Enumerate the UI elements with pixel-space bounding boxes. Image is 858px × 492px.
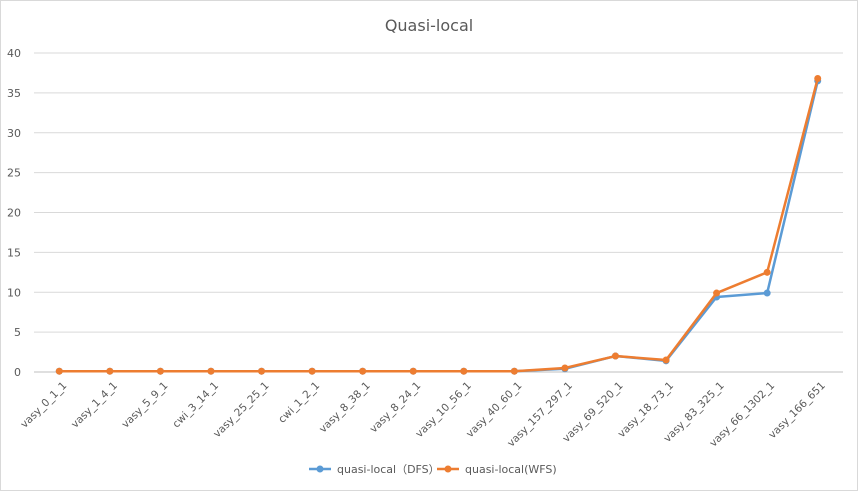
- data-point: [55, 367, 63, 375]
- data-point: [713, 289, 721, 297]
- data-point: [561, 364, 569, 372]
- data-point: [156, 367, 164, 375]
- legend-label: quasi-local(WFS): [465, 463, 557, 476]
- series-dfs: [55, 77, 822, 375]
- legend: quasi-local（DFS） quasi-local(WFS): [309, 463, 557, 476]
- data-point: [207, 367, 215, 375]
- gridlines: [34, 52, 843, 373]
- y-tick-label: 5: [14, 326, 21, 339]
- x-tick-label: vasy_5_9_1: [120, 380, 171, 431]
- y-tick-label: 35: [7, 87, 21, 100]
- series-line: [59, 78, 819, 373]
- x-tick-label: cwi_1_2_1: [276, 380, 322, 426]
- data-point: [308, 367, 316, 375]
- x-tick-label: cwi_3_14_1: [170, 380, 221, 431]
- x-tick-label: vasy_0_1_1: [18, 380, 69, 431]
- data-point: [510, 367, 518, 375]
- data-point: [460, 367, 468, 375]
- y-tick-label: 25: [7, 167, 21, 180]
- x-axis-ticks: vasy_0_1_1 vasy_1_4_1 vasy_5_9_1 cwi_3_14_1…: [18, 380, 827, 450]
- legend-swatch-marker: [316, 465, 324, 473]
- x-tick-label: vasy_8_24_1: [368, 380, 424, 436]
- legend-item: quasi-local（DFS）: [309, 463, 440, 476]
- data-point: [359, 367, 367, 375]
- data-point: [763, 268, 771, 276]
- legend-label: quasi-local（DFS）: [337, 463, 440, 476]
- data-point: [106, 367, 114, 375]
- y-tick-label: 20: [7, 207, 21, 220]
- data-point: [814, 75, 822, 83]
- series-line: [59, 80, 819, 373]
- legend-swatch-marker: [444, 465, 452, 473]
- data-point: [662, 356, 670, 364]
- y-tick-label: 10: [7, 286, 21, 299]
- x-tick-label: vasy_1_4_1: [69, 380, 120, 431]
- y-tick-label: 30: [7, 127, 21, 140]
- legend-item: quasi-local(WFS): [437, 463, 557, 476]
- data-point: [763, 289, 771, 297]
- y-tick-label: 0: [14, 366, 21, 379]
- data-point: [611, 352, 619, 360]
- chart-title: Quasi-local: [385, 16, 473, 35]
- series-layer: [55, 75, 822, 375]
- series-wfs: [55, 75, 822, 375]
- y-tick-label: 40: [7, 47, 21, 60]
- y-tick-label: 15: [7, 246, 21, 259]
- data-point: [258, 367, 266, 375]
- x-tick-label: vasy_8_38_1: [317, 380, 373, 436]
- data-point: [409, 367, 417, 375]
- y-axis-ticks: 0 5 10 15 20 25 30 35 40: [7, 47, 21, 379]
